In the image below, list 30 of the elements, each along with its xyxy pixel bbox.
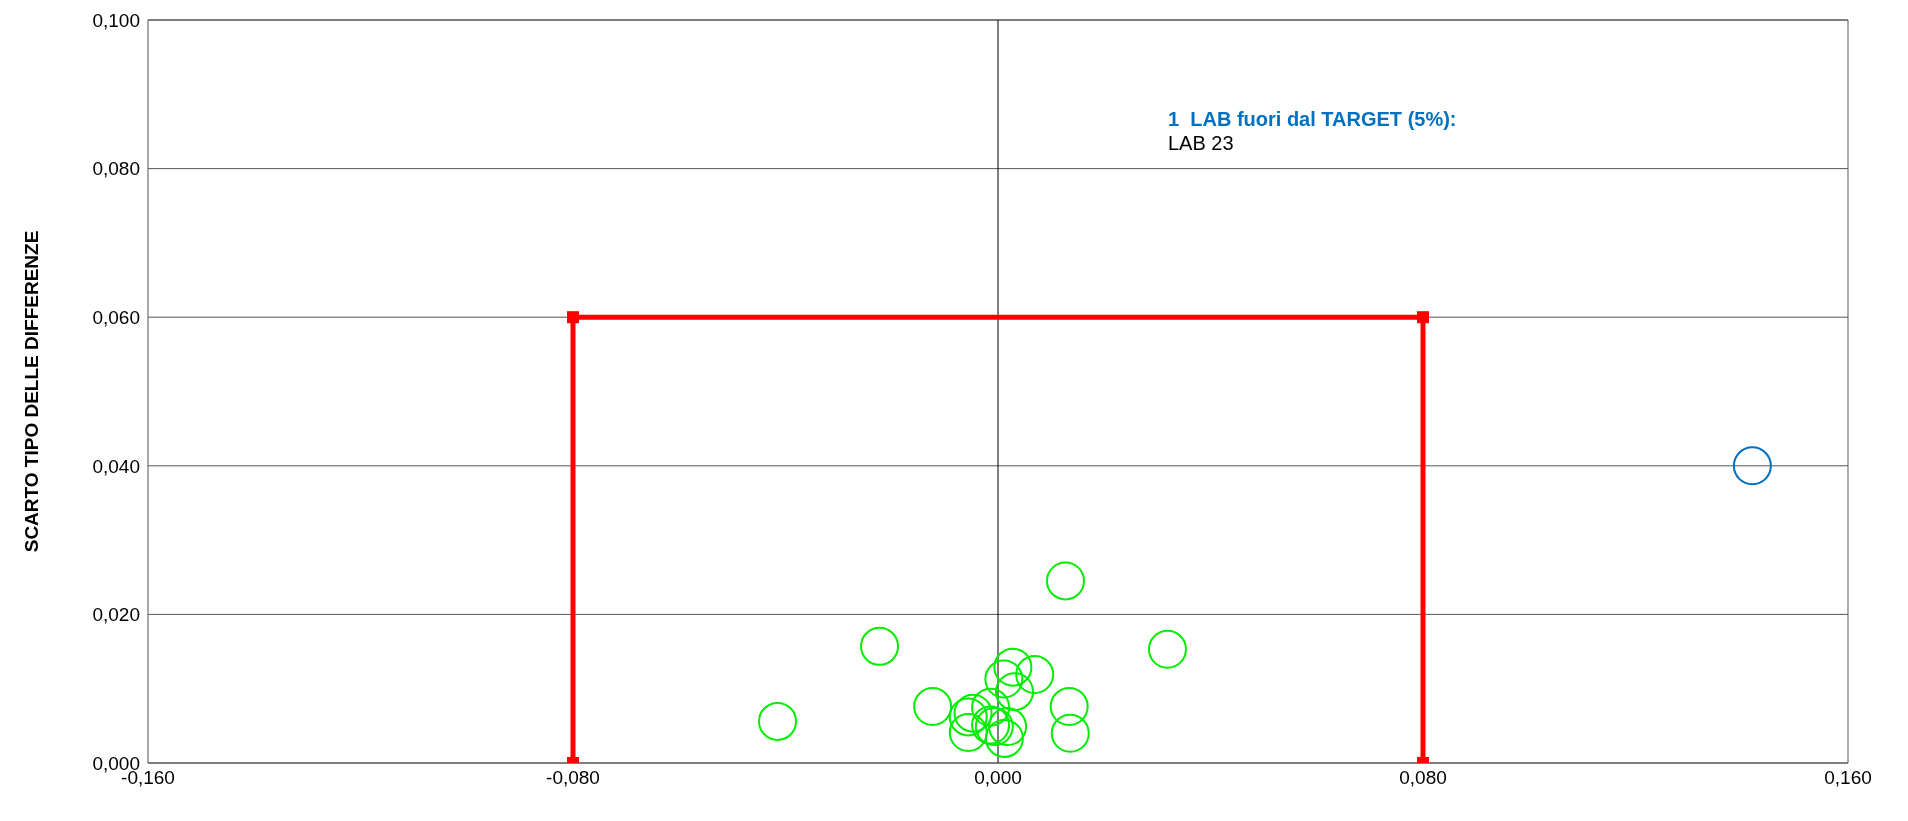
point (1015, 655, 1055, 695)
point (1417, 311, 1429, 324)
point (988, 707, 1028, 747)
point (984, 718, 1024, 758)
point (994, 672, 1034, 712)
point (971, 687, 1011, 727)
y-tick-label: 0,080 (92, 158, 140, 180)
annotation: LAB 23 (1168, 132, 1234, 154)
point (913, 687, 953, 727)
point (1147, 629, 1187, 669)
point (1050, 713, 1090, 753)
point (993, 647, 1033, 687)
y-tick-label: 0,040 (92, 455, 140, 477)
y-axis-title: SCARTO TIPO DELLE DIFFERENZE (20, 230, 42, 553)
y-tick-label: 0,020 (92, 604, 140, 626)
point (860, 626, 900, 666)
point (1045, 561, 1085, 601)
point (1049, 687, 1089, 727)
point (1732, 446, 1772, 486)
x-tick-label: 0,080 (1399, 767, 1447, 789)
y-tick-label: 0,100 (92, 9, 140, 31)
point (948, 713, 988, 753)
x-tick-label: -0,080 (546, 767, 600, 789)
x-tick-label: 0,000 (974, 767, 1022, 789)
y-tick-label: 0,060 (92, 306, 140, 328)
annotation: 1 LAB fuori dal TARGET (5%): (1168, 108, 1457, 130)
point (758, 701, 798, 741)
x-tick-label: 0,160 (1824, 767, 1872, 789)
point (984, 659, 1024, 699)
point (567, 311, 579, 324)
